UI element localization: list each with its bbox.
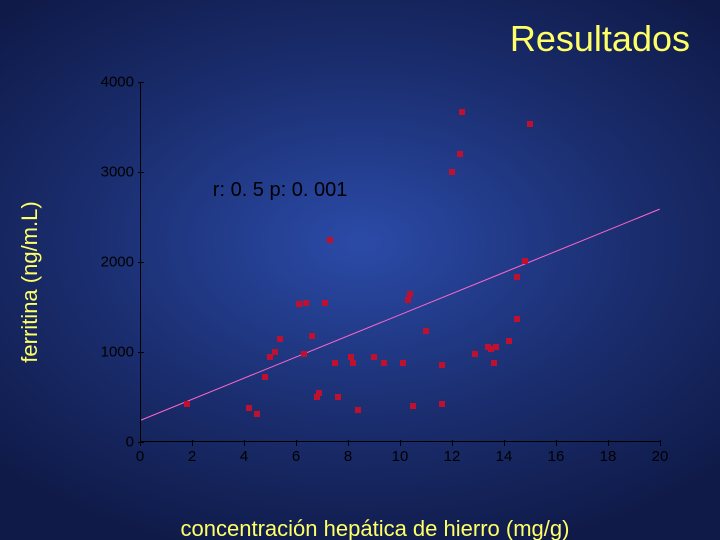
data-point <box>322 300 328 306</box>
data-point <box>355 407 361 413</box>
x-tick <box>140 440 141 446</box>
data-point <box>254 411 260 417</box>
x-tick-label: 16 <box>548 448 565 465</box>
x-tick <box>192 440 193 446</box>
data-point <box>522 258 528 264</box>
x-tick <box>400 440 401 446</box>
data-point <box>439 401 445 407</box>
scatter-chart: ferritina (ng/m.L) r: 0. 5 p: 0. 001 con… <box>80 82 670 482</box>
data-point <box>301 351 307 357</box>
x-tick-label: 14 <box>496 448 513 465</box>
data-point <box>296 301 302 307</box>
x-tick <box>660 440 661 446</box>
x-tick-label: 4 <box>240 448 248 465</box>
y-tick-label: 1000 <box>101 344 134 361</box>
data-point <box>506 338 512 344</box>
data-point <box>527 121 533 127</box>
data-point <box>457 151 463 157</box>
y-tick <box>138 262 144 263</box>
y-tick-label: 0 <box>126 434 134 451</box>
x-tick <box>556 440 557 446</box>
data-point <box>491 360 497 366</box>
y-tick <box>138 442 144 443</box>
x-tick-label: 0 <box>136 448 144 465</box>
data-point <box>316 390 322 396</box>
x-tick <box>608 440 609 446</box>
x-tick <box>504 440 505 446</box>
x-tick <box>296 440 297 446</box>
data-point <box>350 360 356 366</box>
data-point <box>303 300 309 306</box>
regression-line <box>140 208 660 420</box>
data-point <box>514 274 520 280</box>
data-point <box>267 354 273 360</box>
x-tick <box>244 440 245 446</box>
data-point <box>449 169 455 175</box>
x-tick <box>452 440 453 446</box>
data-point <box>493 344 499 350</box>
y-axis-label: ferritina (ng/m.L) <box>17 201 43 362</box>
data-point <box>407 291 413 297</box>
data-point <box>381 360 387 366</box>
data-point <box>309 333 315 339</box>
x-tick-label: 18 <box>600 448 617 465</box>
x-tick-label: 20 <box>652 448 669 465</box>
data-point <box>246 405 252 411</box>
data-point <box>327 237 333 243</box>
data-point <box>459 109 465 115</box>
x-tick-label: 8 <box>344 448 352 465</box>
y-tick <box>138 172 144 173</box>
y-tick-label: 3000 <box>101 164 134 181</box>
data-point <box>272 349 278 355</box>
data-point <box>514 316 520 322</box>
y-tick-label: 4000 <box>101 74 134 91</box>
data-point <box>405 297 411 303</box>
plot-area: r: 0. 5 p: 0. 001 <box>140 82 660 442</box>
data-point <box>277 336 283 342</box>
x-tick <box>348 440 349 446</box>
x-axis-label: concentración hepática de hierro (mg/g) <box>181 516 570 540</box>
data-point <box>371 354 377 360</box>
data-point <box>410 403 416 409</box>
data-point <box>332 360 338 366</box>
data-point <box>184 401 190 407</box>
y-tick-label: 2000 <box>101 254 134 271</box>
x-tick-label: 10 <box>392 448 409 465</box>
page-title: Resultados <box>510 18 690 60</box>
data-point <box>262 374 268 380</box>
stats-annotation: r: 0. 5 p: 0. 001 <box>213 179 348 202</box>
data-point <box>439 362 445 368</box>
data-point <box>335 394 341 400</box>
x-tick-label: 2 <box>188 448 196 465</box>
y-tick <box>138 82 144 83</box>
data-point <box>472 351 478 357</box>
data-point <box>423 328 429 334</box>
x-tick-label: 12 <box>444 448 461 465</box>
x-tick-label: 6 <box>292 448 300 465</box>
data-point <box>400 360 406 366</box>
y-tick <box>138 352 144 353</box>
